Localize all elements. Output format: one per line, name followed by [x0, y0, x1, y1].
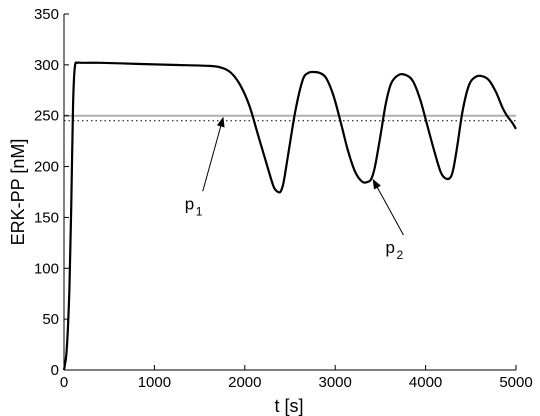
x-tick-label: 5000 — [499, 374, 532, 391]
axes — [63, 13, 517, 371]
y-tick-label: 200 — [34, 159, 59, 176]
y-tick-label: 100 — [34, 260, 59, 277]
reference-lines — [64, 114, 516, 122]
x-tick-label: 1000 — [138, 374, 171, 391]
series-line — [62, 61, 517, 371]
annotation-subscript-p2: 2 — [396, 248, 403, 262]
y-tick-label: 150 — [34, 209, 59, 226]
annotations: p 1p 2 — [185, 116, 404, 262]
y-tick-label: 350 — [34, 6, 59, 23]
x-tick-label: 2000 — [228, 374, 261, 391]
annotation-subscript-p1: 1 — [196, 204, 203, 218]
series-layer — [62, 61, 517, 371]
annotation-label-p1: p — [185, 194, 194, 213]
annotation-arrow-p1 — [202, 116, 225, 192]
y-tick-label: 300 — [34, 57, 59, 74]
x-tick-label: 4000 — [409, 374, 442, 391]
x-tick-label: 0 — [60, 374, 68, 391]
y-tick-label: 250 — [34, 108, 59, 125]
y-tick-label: 50 — [42, 311, 59, 328]
tick-labels: 0 1000 2000 3000 4000 5000 0 50 100 150 200 250 300 3… — [34, 6, 533, 391]
annotation-arrow-p2 — [372, 178, 404, 236]
x-axis-label: t [s] — [274, 396, 303, 416]
annotation-label-p2: p — [385, 238, 394, 257]
x-tick-label: 3000 — [319, 374, 352, 391]
y-tick-label: 0 — [51, 362, 59, 379]
y-axis-label: ERK-PP [nM] — [8, 139, 28, 246]
